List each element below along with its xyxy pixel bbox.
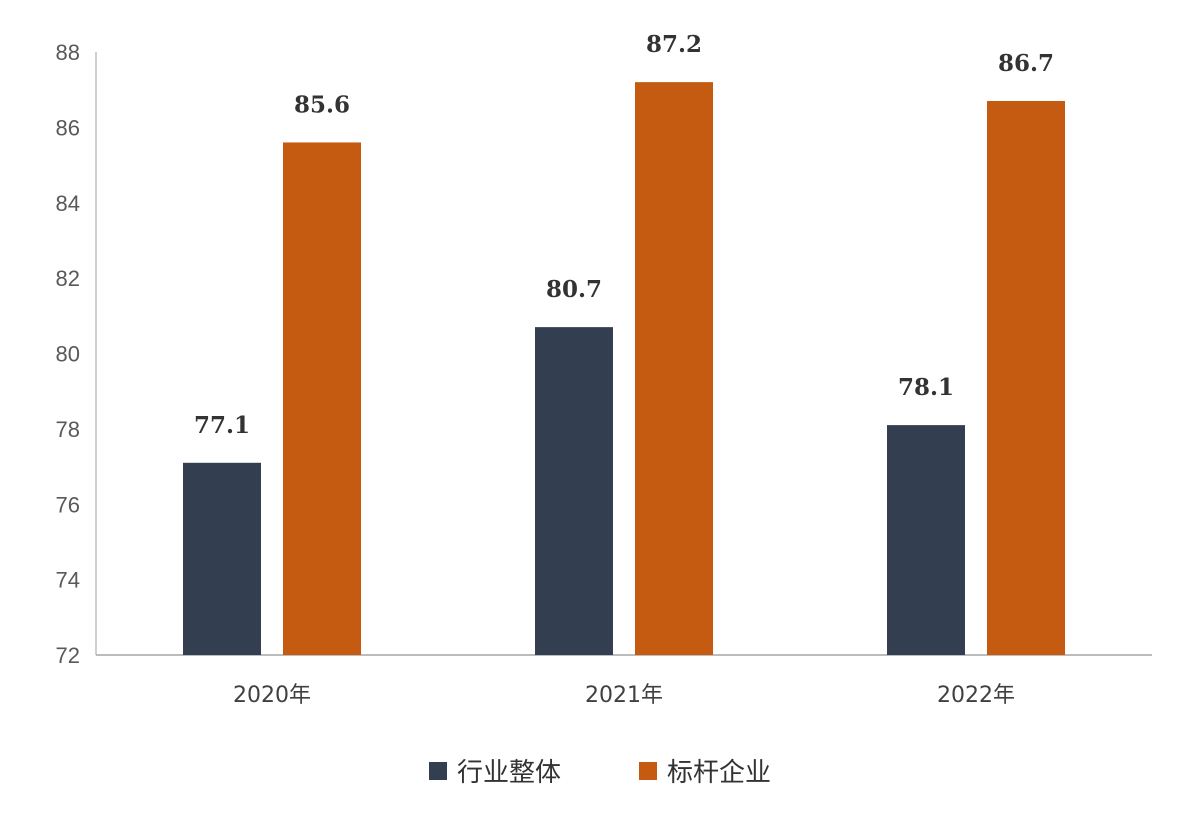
bar-series-2 (283, 142, 361, 655)
y-tick-label: 74 (56, 568, 80, 593)
y-tick-label: 84 (56, 191, 80, 216)
legend: 行业整体 标杆企业 (0, 752, 1200, 789)
legend-item-series-2: 标杆企业 (639, 752, 771, 789)
data-labels: 77.1 85.6 80.7 87.2 78.1 86.7 (194, 31, 1054, 439)
data-label-series-2: 85.6 (294, 91, 350, 118)
y-tick-label: 76 (56, 492, 80, 517)
y-tick-label: 88 (56, 40, 80, 65)
y-tick-label: 80 (56, 342, 80, 367)
legend-swatch-series-1 (428, 761, 447, 780)
x-category-label: 2020年 (233, 683, 311, 708)
data-label-series-1: 77.1 (194, 412, 250, 439)
y-tick-label: 86 (56, 115, 80, 140)
y-tick-label: 78 (56, 417, 80, 442)
y-tick-label: 72 (56, 643, 80, 668)
y-tick-label: 82 (56, 266, 80, 291)
data-label-series-2: 86.7 (998, 50, 1054, 77)
bars (183, 82, 1065, 655)
bar-series-1 (535, 327, 613, 655)
legend-swatch-series-2 (639, 761, 657, 780)
data-label-series-1: 80.7 (546, 276, 602, 303)
bar-series-1 (183, 462, 261, 655)
bar-series-2 (987, 100, 1065, 655)
legend-label-series-2: 标杆企业 (667, 758, 772, 788)
data-label-series-2: 87.2 (646, 31, 702, 58)
bar-series-1 (887, 425, 965, 655)
data-label-series-1: 78.1 (898, 374, 954, 401)
bar-series-2 (635, 82, 713, 655)
x-category-label: 2021年 (585, 683, 663, 708)
x-axis: 2020年 2021年 2022年 (96, 654, 1152, 708)
legend-label-series-1: 行业整体 (456, 758, 561, 788)
x-category-label: 2022年 (937, 683, 1015, 708)
legend-item-series-1: 行业整体 (428, 752, 561, 789)
y-axis: 72 74 76 78 80 82 84 86 88 (56, 40, 97, 668)
